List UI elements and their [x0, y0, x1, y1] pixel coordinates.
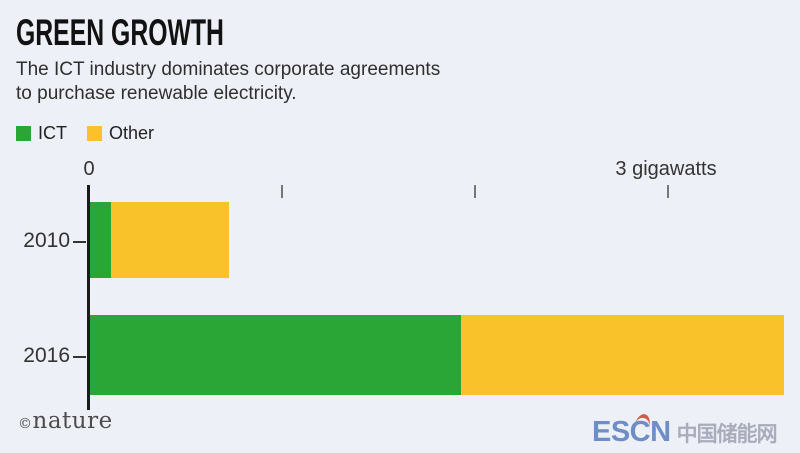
- legend-swatch-ict: [16, 126, 31, 141]
- x-axis-tick-label-zero: 0: [83, 158, 95, 180]
- category-label-2016: 2016: [23, 344, 70, 367]
- bar-2016: [90, 315, 784, 395]
- legend-swatch-other: [87, 126, 102, 141]
- bar-2010-ict-segment: [90, 202, 112, 278]
- category-label-2010: 2010: [23, 229, 70, 252]
- y-axis-line: [87, 185, 90, 410]
- bar-2010-other-segment: [111, 202, 230, 278]
- legend: ICT Other: [16, 123, 154, 144]
- legend-label-other: Other: [109, 123, 155, 143]
- chart-title: GREEN GROWTH: [16, 12, 224, 53]
- bar-2016-ict-segment: [90, 315, 462, 395]
- x-axis-tick-1: [281, 185, 283, 198]
- x-axis-tick-3: [667, 185, 669, 198]
- chart-subtitle-line1: The ICT industry dominates corporate agr…: [16, 59, 441, 80]
- copyright-icon: ©: [18, 416, 33, 432]
- chart-subtitle: The ICT industry dominates corporate agr…: [16, 58, 440, 106]
- source-credit-name: nature: [32, 408, 113, 434]
- x-axis-tick-label-max: 3 gigawatts: [615, 158, 717, 180]
- category-tick-2010: [73, 241, 86, 243]
- watermark-cjk-text: 中国储能网: [676, 422, 778, 446]
- bar-2016-other-segment: [461, 315, 784, 395]
- legend-item-other: Other: [87, 123, 154, 144]
- source-credit: ©nature: [18, 408, 113, 434]
- chart-subtitle-line2: to purchase renewable electricity.: [16, 83, 297, 104]
- bar-2010: [90, 202, 230, 278]
- legend-item-ict: ICT: [16, 123, 67, 144]
- x-axis-tick-2: [474, 185, 476, 198]
- watermark-escn-letters: ESCN: [592, 416, 671, 448]
- watermark-logo: ESCN 中国储能网: [592, 412, 778, 449]
- legend-label-ict: ICT: [38, 123, 67, 143]
- category-tick-2016: [73, 356, 86, 358]
- watermark-escn-text: ESCN: [592, 412, 671, 449]
